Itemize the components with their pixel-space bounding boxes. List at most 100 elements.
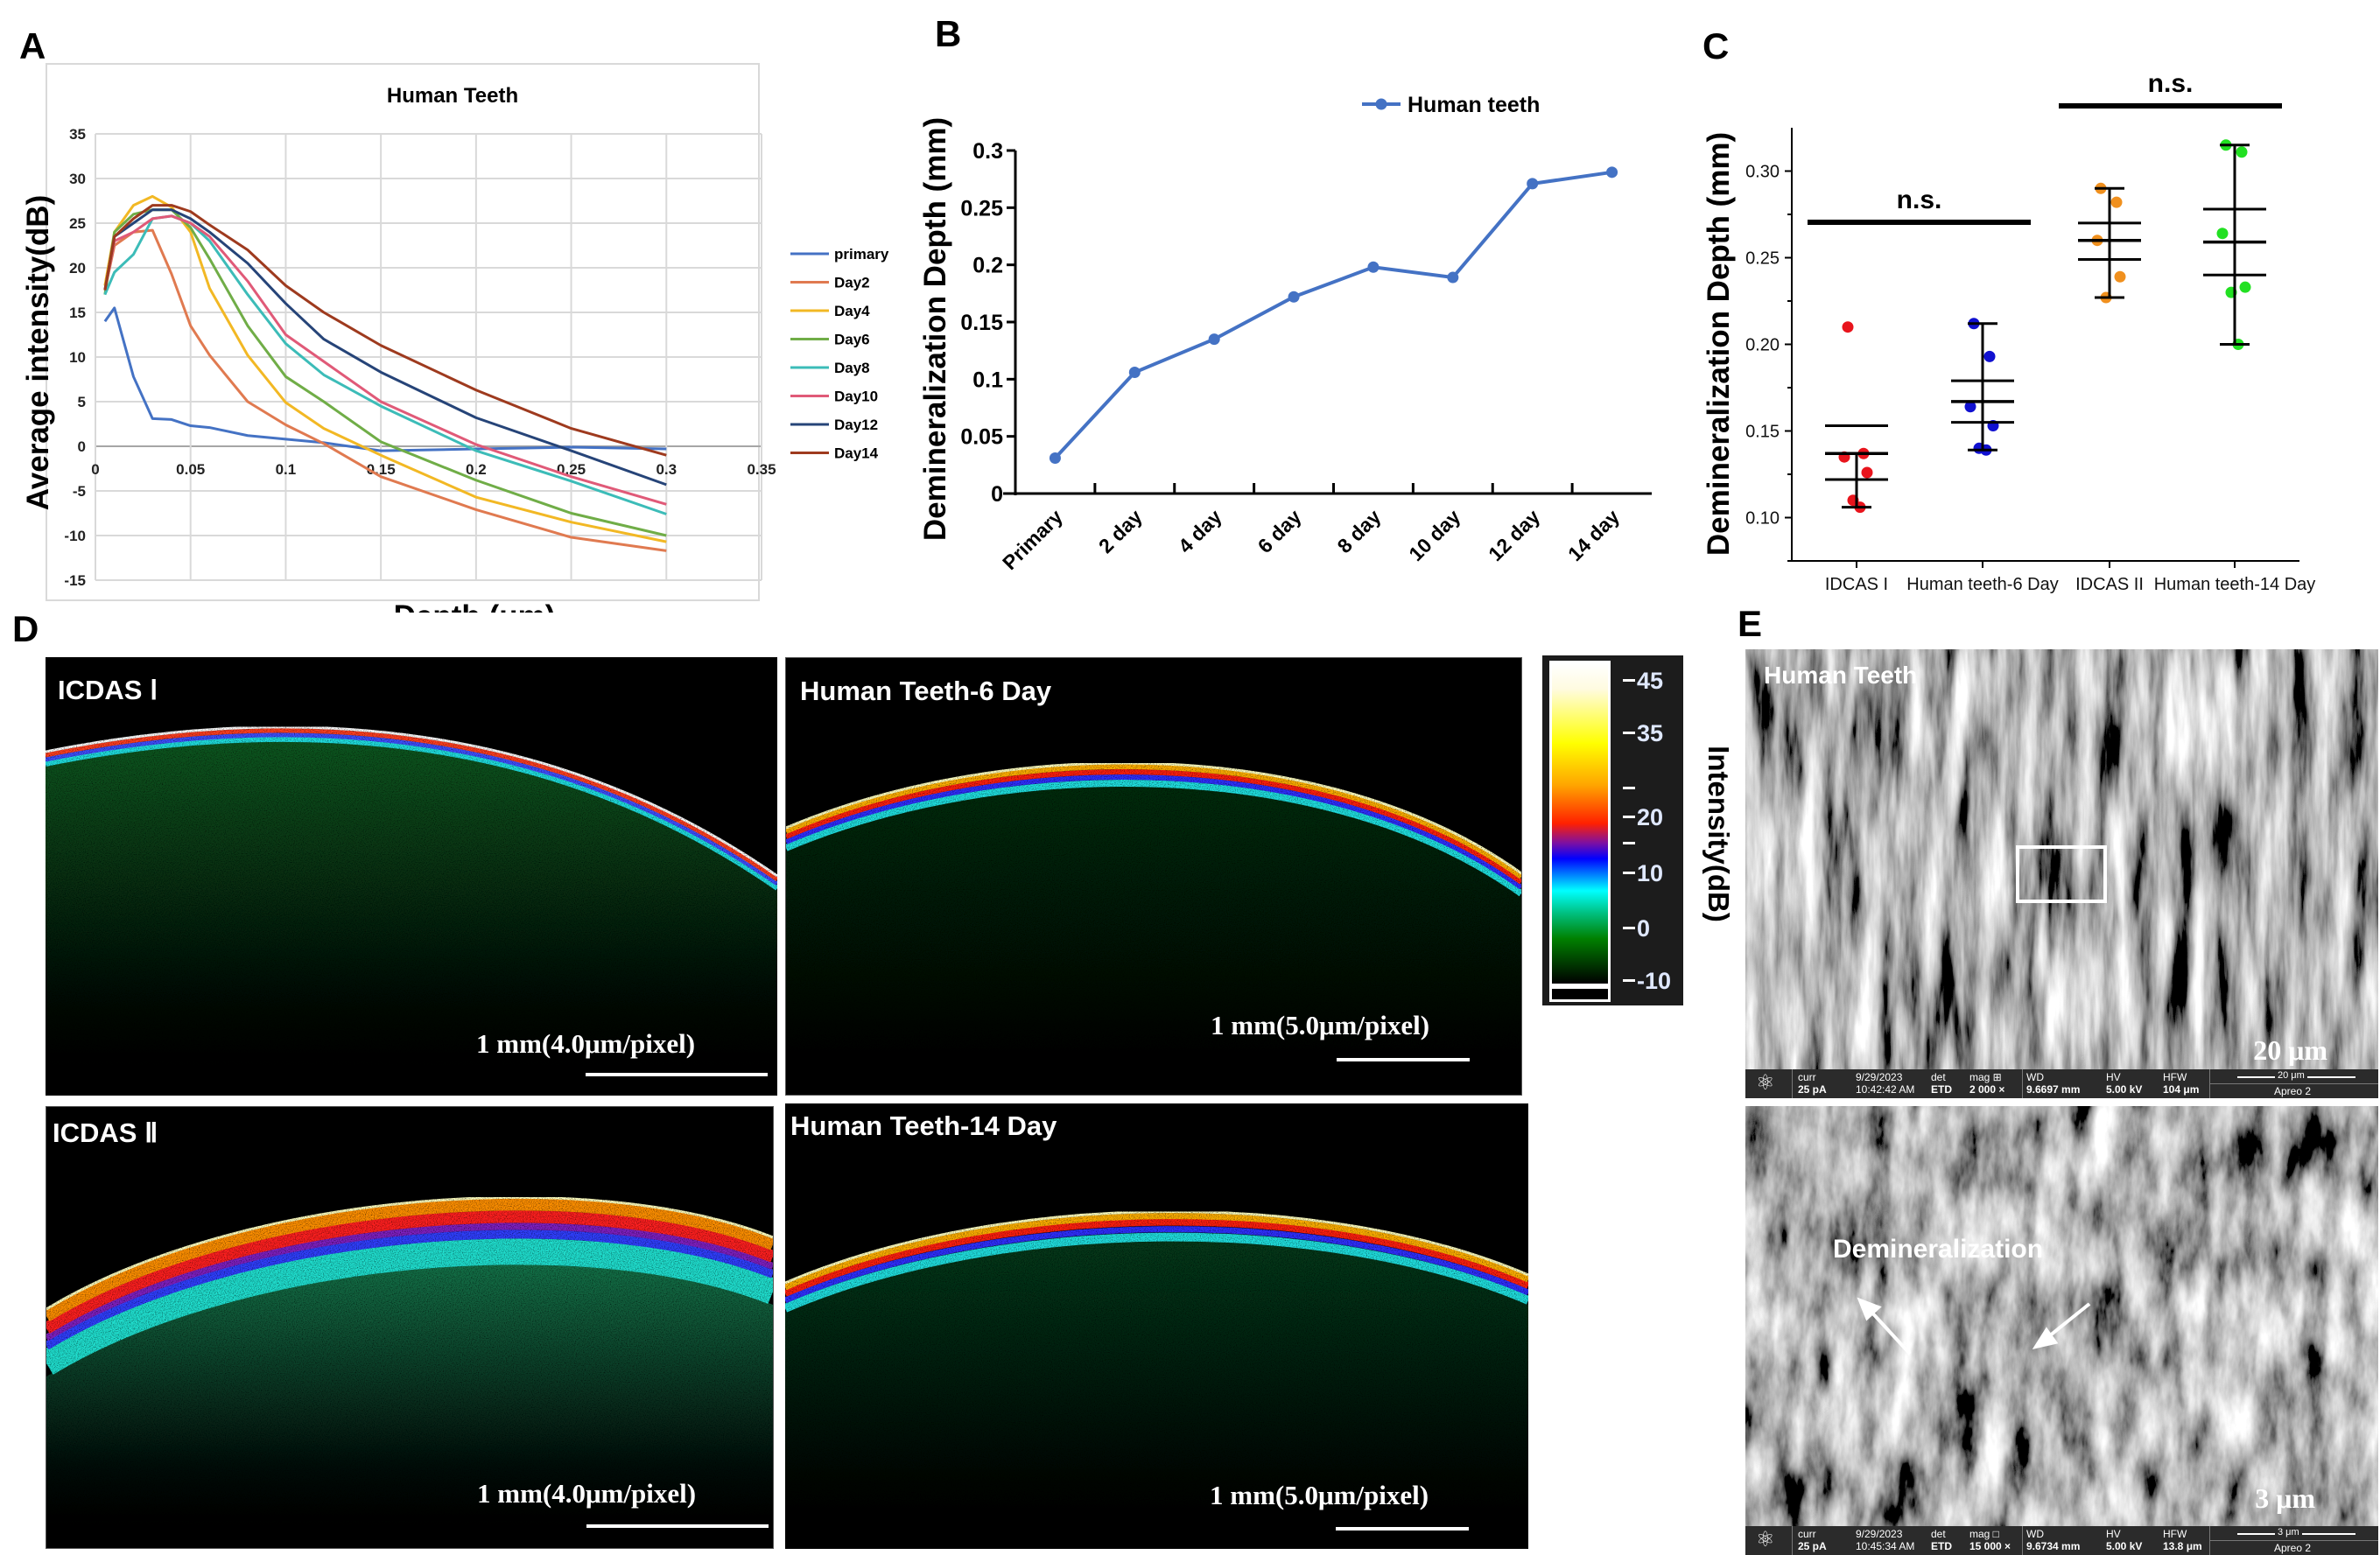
colorbar-tick-label: 45	[1637, 668, 1664, 694]
data-point	[1288, 291, 1300, 303]
surface-layer	[786, 769, 1521, 885]
legend-label: Day14	[834, 445, 879, 462]
data-point	[1208, 333, 1220, 346]
panel-label-a: A	[19, 25, 46, 67]
colorbar-black-swatch	[1549, 986, 1611, 1002]
y-tick-label: 10	[69, 349, 86, 366]
instrument-name: Apreo 2	[2274, 1085, 2312, 1097]
info-field-label: 9/29/2023	[1856, 1528, 1903, 1540]
info-field-label: curr	[1798, 1528, 1816, 1540]
colorbar-tick	[1623, 787, 1635, 789]
info-field-value: 10:42:42 AM	[1856, 1083, 1915, 1096]
y-tick-label: 0.3	[972, 139, 1003, 164]
y-tick-label: 0.30	[1745, 163, 1780, 182]
info-field-value: 2 000 ×	[1969, 1083, 2005, 1096]
significance-label: n.s.	[2148, 69, 2194, 98]
info-field-value: 9.6734 mm	[2026, 1540, 2081, 1552]
data-point	[1128, 366, 1141, 378]
x-tick-label: 0.35	[747, 461, 776, 478]
surface-layer	[46, 736, 777, 891]
info-field-value: 25 pA	[1798, 1540, 1827, 1552]
info-scale-text: 3 μm	[2275, 1526, 2302, 1538]
colorbar-tick	[1623, 842, 1635, 844]
y-tick-label: 35	[69, 126, 86, 143]
info-field-value: 5.00 kV	[2106, 1083, 2143, 1096]
y-tick-label: 5	[78, 394, 86, 410]
data-point	[1964, 401, 1976, 413]
y-tick-label: 25	[69, 215, 86, 232]
divider	[1792, 1069, 1793, 1098]
arrow-icon	[2032, 1302, 2091, 1350]
oct-scale-text: 1 mm(4.0μm/pixel)	[477, 1478, 697, 1509]
data-point	[1842, 321, 1854, 333]
surface-layer	[46, 1198, 773, 1321]
surface-layer	[786, 761, 1521, 875]
surface-layer	[785, 1232, 1528, 1313]
oct-tissue	[46, 725, 777, 1096]
info-field-value: 10:45:34 AM	[1856, 1540, 1915, 1552]
x-tick-label: Human teeth-6 Day	[1906, 575, 2058, 594]
sem-scale-text: 20 μm	[2253, 1034, 2327, 1066]
sem-scale-text: 3 μm	[2255, 1482, 2315, 1514]
y-tick-label: 0.20	[1745, 336, 1780, 355]
intensity-colorbar: 45 35 20 10 0 -10	[1542, 655, 1683, 1005]
colorbar-tick	[1623, 816, 1635, 818]
info-field: curr 25 pA	[1798, 1528, 1827, 1552]
panel-label-d: D	[12, 608, 39, 649]
y-tick-label: 0.1	[972, 368, 1003, 392]
data-point	[2216, 228, 2229, 240]
data-point	[1606, 166, 1618, 179]
oct-image-icdas-1: ICDAS Ⅰ 1 mm(4.0μm/pixel)	[46, 657, 777, 1096]
colorbar-gradient	[1549, 661, 1611, 986]
divider	[2022, 1069, 2023, 1098]
oct-scan	[785, 1210, 1528, 1549]
x-tick-label: IDCAS II	[2075, 575, 2144, 594]
series-line-day4	[103, 194, 667, 543]
y-tick-label: 0.25	[1745, 249, 1780, 269]
scale-bar	[586, 1524, 769, 1528]
series-line-day2	[103, 228, 667, 552]
info-field-label: det	[1931, 1528, 1946, 1540]
info-field-label: HFW	[2163, 1071, 2187, 1083]
scale-bar	[586, 1073, 768, 1076]
surface-layer	[46, 728, 777, 882]
colorbar-tick-label: 10	[1637, 860, 1664, 886]
info-field: 9/29/2023 10:45:34 AM	[1856, 1528, 1914, 1552]
x-tick-label: 0.05	[176, 461, 205, 478]
info-field: HFW 13.8 μm	[2163, 1528, 2202, 1552]
surface-layer	[786, 774, 1521, 890]
divider	[2209, 1540, 2378, 1541]
y-tick-label: 15	[69, 305, 86, 321]
sem-annotation: Demineralization	[1833, 1235, 2044, 1264]
data-point	[1367, 261, 1380, 273]
data-point	[1861, 466, 1873, 479]
y-tick-label: 0	[78, 438, 86, 455]
tissue-body	[46, 1264, 773, 1548]
info-field-value: ETD	[1931, 1083, 1952, 1096]
info-field: WD 9.6734 mm	[2026, 1528, 2080, 1552]
sem-info-bar: ⚛ curr 25 pA 9/29/2023 10:42:42 AM det ETD mag …	[1745, 1069, 2378, 1098]
significance-label: n.s.	[1897, 186, 1942, 214]
y-tick-label: 0.2	[972, 254, 1003, 278]
colorbar-tick	[1623, 732, 1635, 734]
sem-texture	[1745, 1106, 2378, 1526]
info-field-label: WD	[2026, 1528, 2044, 1540]
y-tick-label: 0.05	[960, 425, 1003, 450]
y-tick-label: 0	[991, 482, 1003, 507]
surface-layer	[46, 1229, 773, 1350]
y-axis-label: Average intensity(dB)	[21, 195, 55, 510]
info-field-label: HV	[2106, 1071, 2121, 1083]
y-tick-label: -15	[64, 572, 86, 589]
info-field: mag □ 15 000 ×	[1969, 1528, 2011, 1552]
info-field-label: HFW	[2163, 1528, 2187, 1540]
legend-label: primary	[834, 246, 889, 263]
sem-info-bar: ⚛ curr 25 pA 9/29/2023 10:45:34 AM det ETD mag …	[1745, 1526, 2378, 1555]
info-field-value: ETD	[1931, 1540, 1952, 1552]
x-tick-label: 12 day	[1484, 505, 1544, 565]
surface-layer	[46, 1195, 773, 1311]
surface-layer	[46, 1222, 773, 1341]
series-line-day8	[103, 214, 667, 515]
x-tick-label: 4 day	[1174, 505, 1226, 557]
